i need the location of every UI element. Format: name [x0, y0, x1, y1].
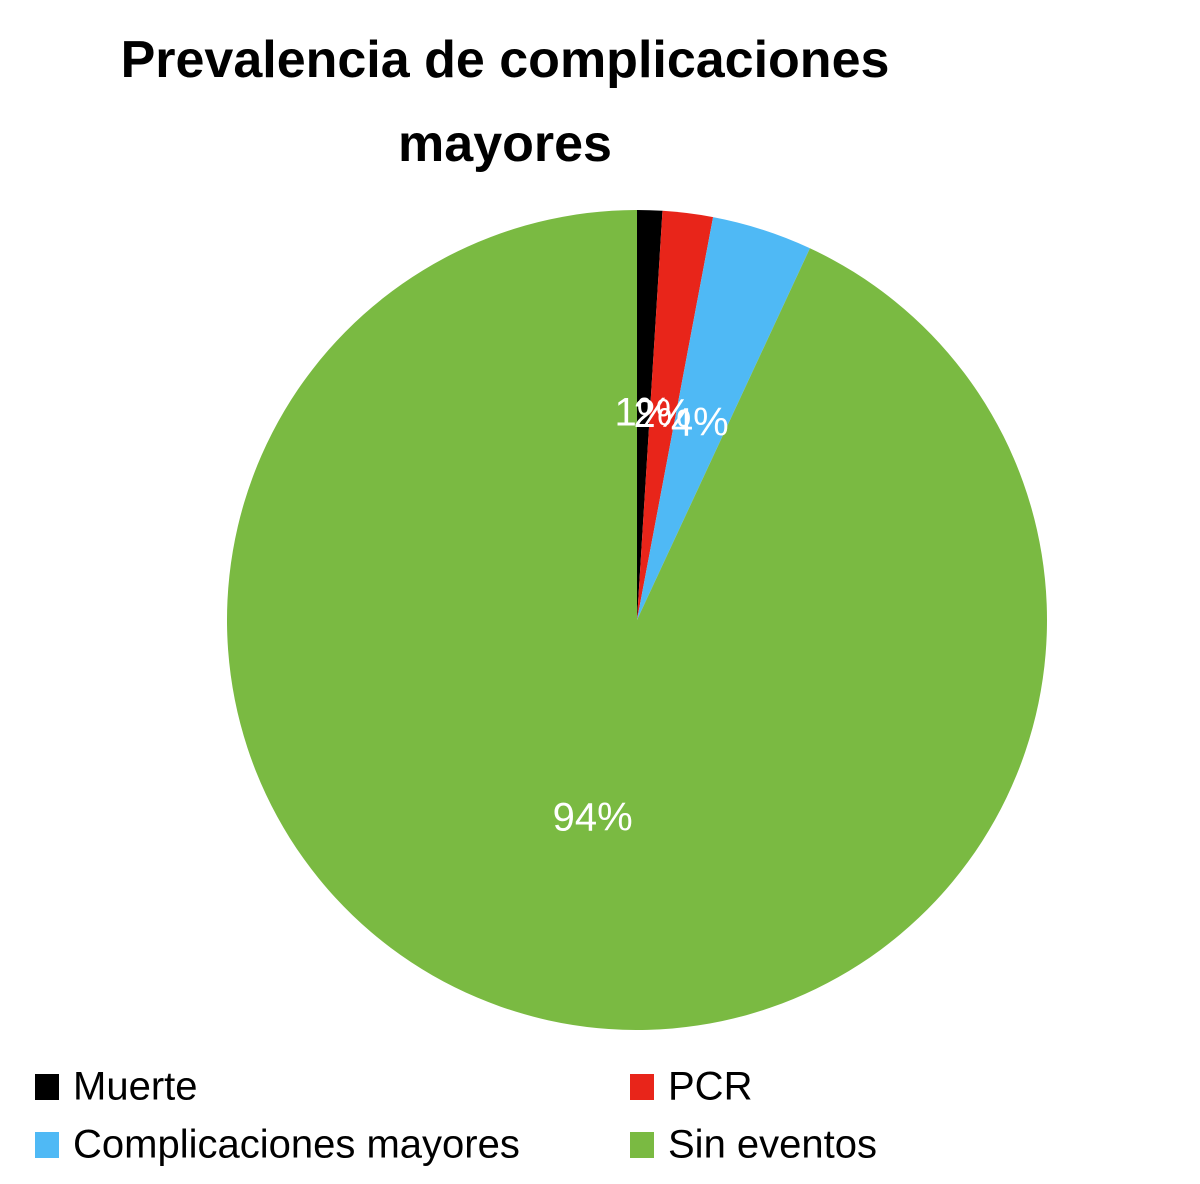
data-label: 4%	[671, 400, 729, 444]
data-label: 94%	[553, 796, 633, 840]
legend-swatch	[630, 1132, 654, 1158]
legend-swatch	[35, 1074, 59, 1100]
pie-slice	[637, 217, 810, 620]
legend-label: PCR	[668, 1065, 752, 1109]
legend-swatch	[35, 1132, 59, 1158]
legend-label: Muerte	[73, 1065, 198, 1109]
pie-slice	[637, 210, 714, 621]
pie-slice	[637, 210, 663, 620]
legend-swatch	[630, 1074, 654, 1100]
pie-slice	[226, 210, 1047, 1030]
data-label: 1%	[614, 391, 672, 435]
data-label: 2%	[634, 392, 692, 436]
legend-label: Complicaciones mayores	[73, 1123, 520, 1167]
chart-title: Prevalencia de complicaciones mayores	[120, 31, 890, 173]
legend-label: Sin eventos	[668, 1123, 877, 1167]
